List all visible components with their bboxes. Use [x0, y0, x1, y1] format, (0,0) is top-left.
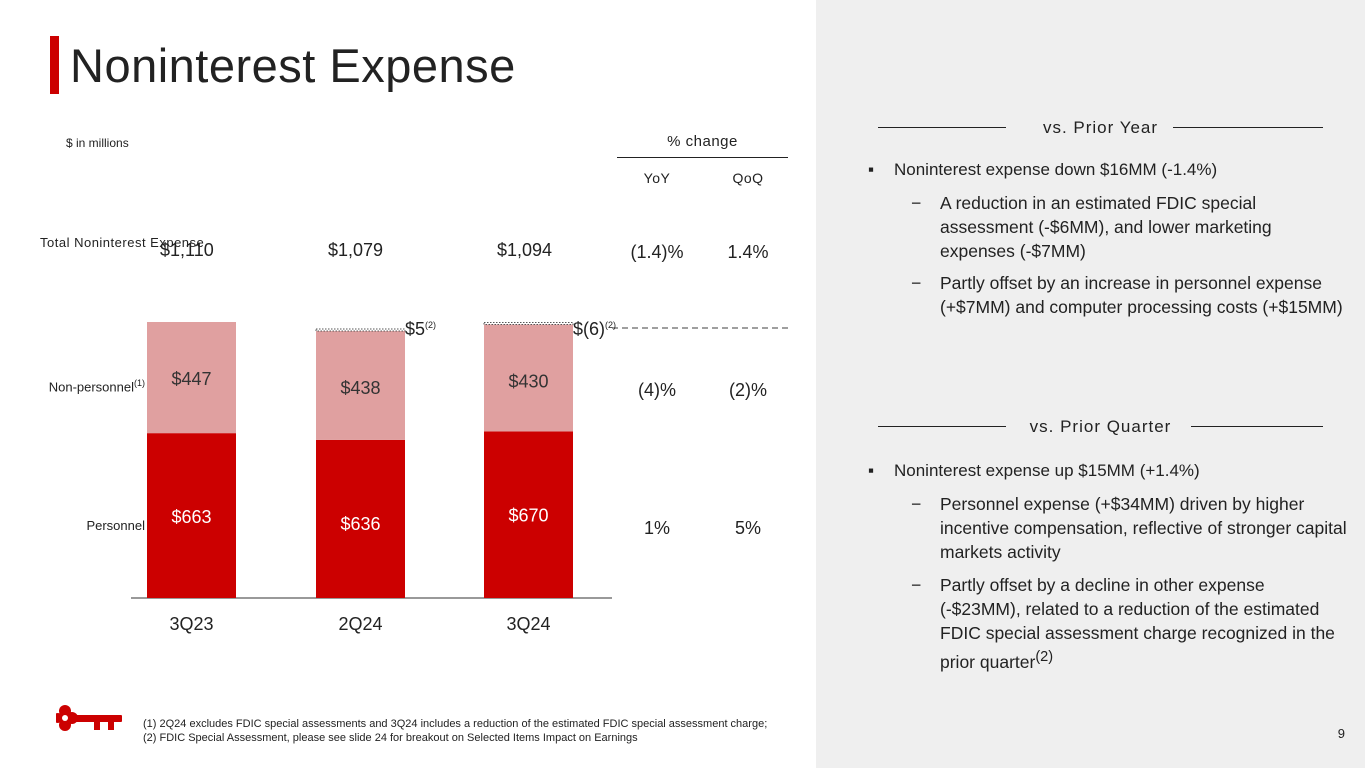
prior-year-bullet: ▪ Noninterest expense down $16MM (-1.4%): [868, 160, 1218, 179]
row-label-personnel: Personnel: [86, 518, 145, 533]
page-title: Noninterest Expense: [70, 39, 516, 92]
label-personnel-3Q23: $663: [171, 507, 211, 527]
total-2q24: $1,079: [328, 240, 384, 260]
footnote-2: (2) FDIC Special Assessment, please see …: [143, 732, 638, 744]
prior-year-heading: vs. Prior Year: [878, 118, 1323, 138]
footnotes: (1) 2Q24 excludes FDIC special assessmen…: [143, 717, 767, 745]
bar-personnel-2Q24: [316, 439, 405, 598]
label-personnel-3Q24: $670: [508, 505, 548, 525]
bar-personnel-3Q23: [147, 433, 236, 598]
total-3q24: $1,094: [497, 240, 553, 260]
pct-nonpers-qoq: (2)%: [728, 380, 767, 400]
total-3q23: $1,110: [160, 240, 214, 260]
bar-personnel-3Q24: [484, 431, 573, 598]
prior-quarter-sub-1: − Personnel expense (+$34MM) driven by hi…: [911, 494, 1347, 562]
pct-pers-yoy: 1%: [643, 518, 670, 538]
row-label-non-personnel: Non-personnel(1): [48, 378, 145, 395]
fdic-sliver-2Q24: [315, 328, 406, 332]
commentary-panel: vs. Prior Year ▪ Noninterest expense down…: [816, 0, 1365, 768]
page-number: 9: [1337, 726, 1345, 741]
title-accent-bar: [50, 36, 59, 94]
bar-non-personnel-3Q24: [484, 324, 573, 432]
expense-stacked-bar-chart: $663 $447 3Q23 $636 $438 2Q24 $670 $430 3Q24: [131, 321, 790, 634]
key-logo-icon: [56, 705, 122, 731]
yoy-header: YoY: [643, 170, 671, 186]
footnote-1: (1) 2Q24 excludes FDIC special assessmen…: [143, 718, 768, 730]
label-non-personnel-2Q24: $438: [340, 378, 380, 398]
prior-year-sub-2: − Partly offset by an increase in personn…: [911, 273, 1343, 317]
prior-quarter-bullet: ▪ Noninterest expense up $15MM (+1.4%): [868, 461, 1200, 480]
fdic-sliver-3Q24: [483, 321, 574, 325]
units-label: $ in millions: [66, 136, 129, 150]
prior-year-sub-1: − A reduction in an estimated FDIC specia…: [911, 193, 1272, 261]
pct-pers-qoq: 5%: [734, 518, 761, 538]
pct-change-rule: [617, 157, 788, 158]
prior-quarter-heading: vs. Prior Quarter: [878, 417, 1323, 437]
pct-total-yoy: (1.4)%: [630, 242, 684, 262]
prior-quarter-sub-2: − Partly offset by a decline in other exp…: [911, 575, 1335, 672]
bar-non-personnel-3Q23: [147, 322, 236, 434]
label-non-personnel-3Q23: $447: [171, 369, 211, 389]
fdic-adjustment-2q24: $5(2): [405, 319, 437, 339]
category-label-3Q24: 3Q24: [506, 614, 550, 634]
qoq-header: QoQ: [732, 170, 764, 186]
pct-nonpers-yoy: (4)%: [637, 380, 676, 400]
label-non-personnel-3Q24: $430: [508, 371, 548, 391]
pct-total-qoq: 1.4%: [727, 242, 769, 262]
category-label-2Q24: 2Q24: [338, 614, 382, 634]
bar-non-personnel-2Q24: [316, 330, 405, 440]
pct-change-header: % change: [667, 133, 738, 150]
label-personnel-2Q24: $636: [340, 514, 380, 534]
category-label-3Q23: 3Q23: [169, 614, 213, 634]
fdic-adjustment-3q24: $(6)(2): [573, 319, 617, 339]
